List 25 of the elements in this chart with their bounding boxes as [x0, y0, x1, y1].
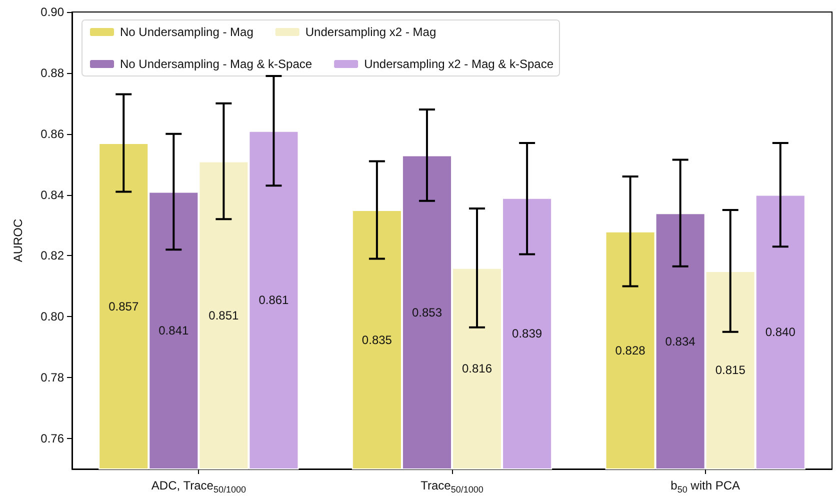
- data-label: 0.815: [715, 363, 746, 378]
- data-label: 0.853: [412, 305, 442, 320]
- y-tick-label: 0.88: [40, 66, 64, 80]
- data-label: 0.835: [362, 332, 392, 347]
- data-label: 0.840: [765, 325, 796, 340]
- data-label: 0.828: [615, 343, 646, 358]
- y-tick-label: 0.82: [40, 248, 64, 263]
- legend-label: No Undersampling - Mag: [120, 25, 254, 39]
- data-label: 0.834: [665, 334, 696, 348]
- legend-label: Undersampling x2 - Mag & k-Space: [364, 57, 554, 71]
- legend-label: Undersampling x2 - Mag: [305, 25, 436, 39]
- y-tick-label: 0.86: [40, 126, 64, 141]
- data-label: 0.851: [208, 308, 240, 322]
- legend-label: No Undersampling - Mag & k-Space: [120, 57, 312, 71]
- data-label: 0.841: [158, 324, 189, 338]
- data-label: 0.857: [108, 299, 139, 314]
- data-label: 0.839: [512, 326, 542, 341]
- y-tick-label: 0.84: [40, 188, 64, 202]
- y-tick-label: 0.90: [40, 5, 64, 19]
- y-tick-label: 0.78: [40, 370, 64, 385]
- data-label: 0.861: [258, 293, 290, 308]
- y-tick-label: 0.80: [40, 310, 64, 324]
- y-tick-label: 0.76: [40, 432, 64, 446]
- data-label: 0.816: [462, 362, 492, 376]
- y-axis-title: AUROC: [11, 218, 25, 262]
